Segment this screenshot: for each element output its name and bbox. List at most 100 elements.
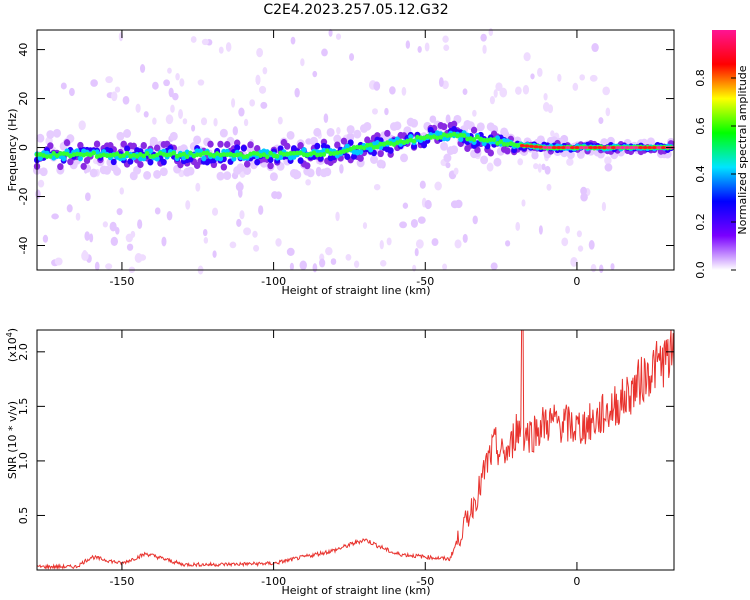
heatmap-cell — [201, 155, 207, 162]
x-tick-label: -100 — [261, 275, 286, 288]
noise-blob — [294, 87, 300, 98]
noise-blob — [105, 263, 113, 270]
heatmap-cell — [58, 151, 63, 156]
noise-blob — [69, 87, 75, 97]
noise-blob — [201, 38, 209, 46]
snr-x-ticks: -150 -100 -50 0 — [109, 330, 580, 588]
heatmap-cell — [53, 128, 62, 138]
heatmap-cell — [511, 142, 517, 148]
heatmap-cell — [140, 142, 147, 150]
noise-blob — [402, 202, 409, 209]
noise-blob — [235, 182, 244, 192]
heatmap-cell — [218, 152, 223, 158]
heatmap-cell — [114, 151, 120, 157]
noise-blob — [195, 182, 201, 192]
heatmap-cell — [188, 150, 193, 156]
heatmap-cell — [154, 155, 160, 162]
noise-blob — [454, 239, 462, 249]
heatmap-cell — [305, 152, 310, 158]
noise-blob — [472, 215, 478, 225]
noise-blob — [255, 74, 261, 85]
noise-blob — [54, 257, 63, 266]
y-tick-label: 1.0 — [17, 452, 30, 470]
heatmap-cell — [288, 150, 293, 156]
heatmap-cell — [120, 140, 127, 148]
heatmap-cell — [149, 136, 158, 146]
heatmap-cell — [381, 141, 387, 147]
noise-blob — [238, 107, 245, 117]
noise-blob — [161, 236, 167, 247]
noise-blob — [111, 91, 118, 102]
noise-blob — [480, 33, 487, 42]
noise-blob — [565, 225, 570, 234]
noise-blob — [541, 163, 546, 171]
heatmap-cell — [104, 153, 110, 159]
heatmap-cell — [38, 152, 43, 157]
noise-blob — [335, 211, 340, 222]
heatmap-cell — [313, 127, 322, 137]
heatmap-cell — [113, 167, 122, 176]
noise-blob — [389, 86, 396, 95]
noise-blob — [372, 108, 378, 115]
heatmap-cell — [435, 135, 440, 141]
heatmap-cell — [68, 153, 73, 159]
noise-blob — [399, 221, 408, 229]
heatmap-cell — [334, 141, 341, 149]
noise-blob — [580, 192, 588, 202]
noise-blob — [225, 42, 232, 52]
colorbar-tick-label: 0.6 — [694, 117, 707, 135]
heatmap-peak — [547, 145, 553, 150]
heatmap-peak — [565, 145, 571, 150]
noise-blob — [105, 76, 113, 84]
heatmap-cell — [440, 142, 449, 151]
colorbar-label: Normalized spectral amplitude — [736, 65, 749, 234]
noise-blob — [84, 231, 90, 241]
heatmap-cell — [421, 141, 428, 149]
noise-blob — [85, 192, 91, 202]
heatmap-cell — [308, 151, 313, 157]
noise-blob — [438, 77, 444, 88]
noise-blob — [530, 73, 535, 80]
noise-blob — [35, 189, 41, 199]
noise-blob — [60, 82, 67, 90]
heatmap-cell — [123, 129, 132, 138]
heatmap-peak — [574, 145, 580, 150]
noise-blob — [431, 238, 439, 247]
noise-blob — [154, 207, 161, 215]
heatmap-cell — [204, 150, 210, 156]
heatmap-peak — [597, 145, 603, 150]
heatmap-cell — [265, 154, 270, 160]
heatmap-cell — [148, 154, 153, 159]
heatmap-cell — [358, 149, 364, 155]
noise-blob — [78, 120, 86, 131]
heatmap-cell — [333, 134, 342, 144]
heatmap-cell — [211, 153, 217, 159]
heatmap-cell — [124, 150, 130, 156]
heatmap-cell — [495, 141, 500, 146]
heatmap-peak — [519, 143, 525, 148]
snr-x-label: Height of straight line (km) — [281, 584, 430, 597]
noise-blob — [462, 88, 468, 96]
spectrogram-panel: -150 -100 -50 0 -40 -20 0 20 40 Height of strai… — [6, 28, 675, 297]
heatmap-cell — [344, 153, 351, 161]
heatmap-cell — [475, 134, 480, 140]
heatmap-cell — [74, 151, 80, 157]
heatmap-cell — [254, 144, 261, 152]
noise-blob — [591, 43, 599, 53]
heatmap-cell — [566, 150, 575, 160]
noise-blob — [415, 239, 424, 249]
heatmap-cell — [504, 147, 511, 155]
heatmap-peak — [656, 145, 662, 150]
noise-blob — [170, 104, 175, 113]
noise-blob — [417, 216, 426, 224]
noise-blob — [570, 256, 578, 267]
noise-blob — [345, 254, 352, 261]
noise-blob — [143, 111, 149, 118]
heatmap-cell — [54, 153, 60, 159]
noise-blob — [253, 244, 260, 252]
noise-blob — [163, 79, 170, 87]
heatmap-cell — [223, 171, 232, 180]
heatmap-cell — [458, 132, 463, 138]
heatmap-cell — [311, 150, 317, 156]
heatmap-cell — [268, 150, 273, 156]
